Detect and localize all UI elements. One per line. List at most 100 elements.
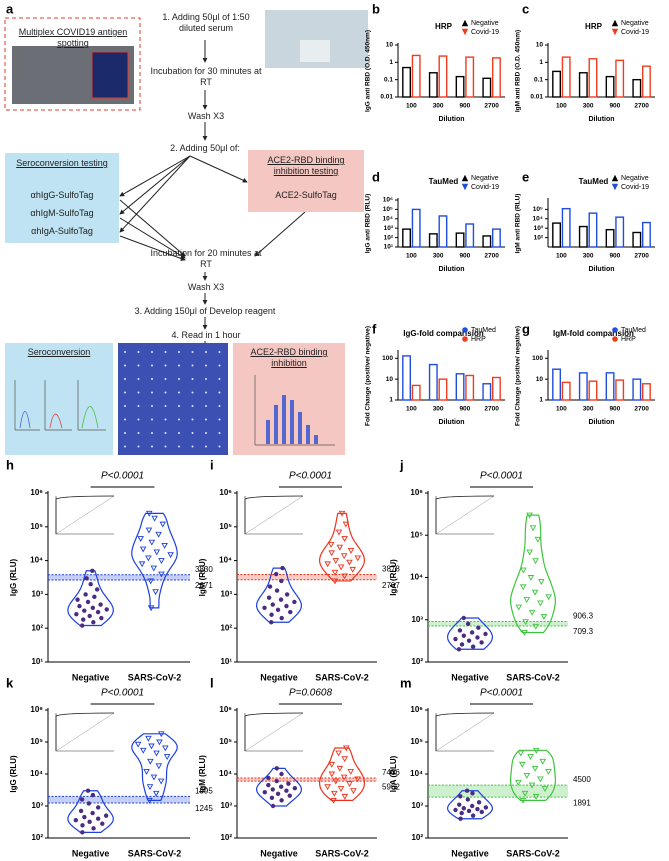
data-point bbox=[335, 529, 343, 536]
bar bbox=[605, 75, 615, 98]
bar bbox=[428, 233, 438, 248]
roc-inset bbox=[55, 712, 115, 751]
bar bbox=[411, 54, 421, 98]
flow-arrows bbox=[119, 40, 306, 351]
data-point bbox=[529, 525, 537, 532]
data-point bbox=[279, 615, 284, 621]
bar bbox=[428, 72, 438, 98]
step-text: 1. Adding 50μl of 1:50 diluted serum bbox=[162, 12, 250, 33]
data-point bbox=[82, 814, 87, 820]
bar bbox=[482, 235, 492, 248]
p-value: P<0.0001 bbox=[480, 471, 523, 482]
y-tick-label: 10² bbox=[220, 833, 232, 842]
data-point bbox=[273, 571, 279, 577]
data-point bbox=[146, 784, 154, 791]
data-point bbox=[152, 790, 160, 797]
data-point bbox=[517, 750, 525, 757]
step-text: 3. Adding 150μl of Develop reagent bbox=[134, 306, 276, 316]
y-tick-label: 10³ bbox=[534, 225, 544, 232]
x-tick-label: SARS-CoV-2 bbox=[506, 672, 560, 682]
data-point bbox=[266, 782, 271, 788]
read-plate bbox=[118, 343, 228, 455]
data-point bbox=[523, 597, 531, 604]
p-value: P<0.0001 bbox=[289, 471, 332, 482]
x-tick-label: 100 bbox=[406, 103, 417, 110]
y-axis-label: IgM anti RBD (RLU) bbox=[515, 194, 522, 254]
data-point bbox=[346, 781, 353, 788]
roc-inset bbox=[244, 495, 304, 534]
panel-letter: i bbox=[210, 457, 214, 472]
x-tick-label: SARS-CoV-2 bbox=[315, 848, 369, 858]
data-point bbox=[77, 603, 82, 609]
data-point bbox=[470, 791, 475, 796]
data-point bbox=[90, 810, 95, 816]
threshold-label: 5962 bbox=[382, 782, 400, 791]
plate-spot bbox=[205, 351, 207, 353]
y-tick-label: 10¹ bbox=[220, 657, 232, 666]
threshold-label: 2671 bbox=[195, 581, 213, 590]
data-point bbox=[138, 561, 146, 568]
threshold-label: 1245 bbox=[195, 804, 213, 813]
plate-spot bbox=[151, 351, 153, 353]
bar bbox=[465, 223, 475, 248]
y-tick-label: 10² bbox=[411, 657, 423, 666]
plate-spot bbox=[205, 391, 207, 394]
data-point bbox=[483, 805, 489, 810]
panel-letter: f bbox=[372, 321, 377, 336]
legend-marker bbox=[612, 327, 618, 333]
legend-label: Covid-19 bbox=[471, 184, 499, 191]
plate-spots bbox=[124, 351, 221, 448]
plate-spot bbox=[124, 405, 126, 407]
threshold-label: 3830 bbox=[195, 565, 213, 574]
data-point bbox=[155, 763, 163, 770]
roc-inset bbox=[244, 712, 304, 751]
chart-title: IgM-fold comparision bbox=[553, 329, 634, 338]
legend-label: TauMed bbox=[471, 327, 496, 334]
plate-spot bbox=[151, 418, 153, 421]
result-thumbnails bbox=[14, 375, 335, 446]
y-tick-label: 10³ bbox=[31, 801, 43, 810]
plate-spot bbox=[124, 418, 126, 421]
data-point bbox=[78, 808, 84, 814]
legend-label: Covid-19 bbox=[621, 184, 649, 191]
x-tick-label: Negative bbox=[451, 848, 489, 858]
x-tick-label: 300 bbox=[433, 253, 444, 260]
data-point bbox=[331, 790, 338, 797]
panel-letter: g bbox=[522, 321, 530, 336]
p-value: P<0.0001 bbox=[101, 471, 144, 482]
data-point bbox=[528, 782, 536, 789]
x-tick-label: 2700 bbox=[484, 103, 499, 110]
plate-spot bbox=[151, 405, 153, 407]
data-point bbox=[332, 558, 340, 565]
bar bbox=[482, 383, 492, 401]
data-point bbox=[163, 754, 171, 761]
y-tick-label: 100 bbox=[382, 355, 393, 362]
bar bbox=[402, 355, 412, 401]
y-tick-label: 10⁵ bbox=[533, 206, 543, 213]
plate-spot bbox=[191, 391, 194, 394]
plate-spot bbox=[218, 418, 221, 421]
y-tick-label: 10² bbox=[411, 833, 423, 842]
x-axis-label: Dilution bbox=[588, 419, 614, 426]
y-tick-label: 10³ bbox=[220, 590, 232, 599]
data-point bbox=[466, 808, 472, 814]
legend-label: Negative bbox=[471, 20, 499, 27]
step-text: Incubation for 20 minutes at RT bbox=[150, 248, 262, 269]
legend-label: Covid-19 bbox=[621, 29, 649, 36]
data-point bbox=[137, 536, 144, 542]
plate-spot bbox=[218, 378, 221, 380]
y-tick-label: 10³ bbox=[411, 801, 423, 810]
data-point bbox=[80, 830, 85, 835]
data-point bbox=[269, 795, 275, 801]
data-point bbox=[461, 633, 467, 638]
data-point bbox=[324, 561, 331, 568]
data-point bbox=[84, 576, 89, 581]
data-point bbox=[155, 531, 162, 538]
y-axis-label: IgA (RLU) bbox=[389, 559, 398, 596]
threshold-band bbox=[237, 778, 377, 782]
data-point bbox=[453, 807, 458, 813]
data-point bbox=[532, 623, 540, 630]
plate-spot bbox=[137, 378, 140, 380]
plate-spot bbox=[151, 445, 153, 448]
data-point bbox=[292, 785, 298, 791]
